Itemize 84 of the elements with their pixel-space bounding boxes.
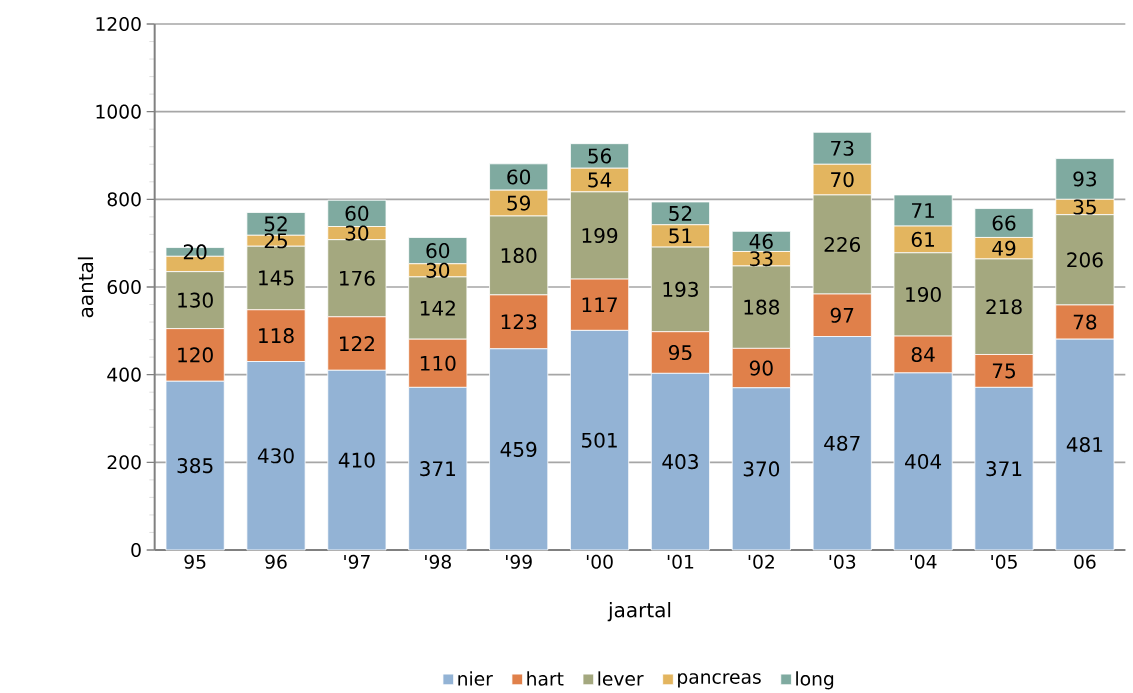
- data-label: 226: [824, 236, 861, 253]
- data-label: 403: [662, 454, 698, 470]
- y-tick-label: 600: [107, 280, 141, 295]
- data-label: 188: [744, 299, 780, 315]
- data-label: 176: [340, 270, 375, 286]
- legend-label: nier: [458, 671, 493, 686]
- data-label: 75: [992, 363, 1015, 379]
- data-label: 73: [831, 140, 854, 156]
- data-label: 78: [1073, 314, 1097, 330]
- data-label: 52: [264, 216, 287, 232]
- data-label: 501: [582, 432, 617, 448]
- data-label: 90: [749, 360, 773, 376]
- x-tick-label: '04: [910, 554, 937, 569]
- data-label: 459: [500, 441, 537, 458]
- data-label: 95: [668, 345, 692, 361]
- data-label: 51: [669, 228, 692, 244]
- data-label: 385: [177, 458, 213, 474]
- data-label: 56: [588, 148, 612, 164]
- x-tick-label: '05: [991, 554, 1017, 569]
- data-label: 46: [749, 233, 773, 250]
- legend-label: lever: [598, 671, 644, 686]
- data-label: 33: [750, 251, 773, 267]
- data-label: 35: [1073, 199, 1096, 215]
- data-label: 61: [911, 231, 934, 248]
- data-label: 190: [906, 286, 941, 303]
- legend-label: long: [796, 671, 834, 690]
- x-axis-title: jaartal: [607, 602, 671, 622]
- data-label: 97: [830, 307, 854, 323]
- x-tick-label: 95: [184, 554, 206, 569]
- data-label: 110: [420, 355, 456, 371]
- y-tick-label: 200: [107, 455, 141, 470]
- y-tick-label: 1000: [96, 104, 141, 119]
- data-label: 49: [992, 240, 1016, 256]
- data-label: 59: [507, 195, 530, 211]
- data-label: 60: [507, 169, 531, 185]
- data-label: 117: [582, 297, 617, 313]
- x-tick-label: 06: [1074, 554, 1096, 569]
- data-label: 199: [582, 228, 618, 244]
- data-label: 487: [824, 435, 860, 451]
- data-label: 193: [663, 281, 698, 298]
- data-label: 84: [911, 347, 935, 363]
- y-tick-label: 400: [107, 367, 141, 382]
- y-tick-label: 800: [107, 192, 141, 207]
- legend-label: hart: [527, 671, 564, 686]
- x-tick-label: '00: [586, 554, 613, 569]
- data-label: 30: [426, 262, 450, 278]
- data-label: 371: [420, 461, 456, 477]
- data-label: 410: [338, 452, 375, 468]
- data-label: 371: [986, 461, 1022, 477]
- y-tick-label: 1200: [96, 17, 141, 32]
- y-axis-title: aantal: [77, 257, 94, 318]
- data-label: 118: [259, 328, 294, 344]
- data-label: 71: [912, 203, 934, 218]
- data-label: 404: [905, 453, 942, 470]
- data-label: 430: [257, 448, 294, 464]
- data-label: 130: [178, 292, 213, 308]
- data-label: 180: [501, 247, 537, 264]
- x-tick-label: '01: [667, 554, 694, 569]
- data-label: 25: [264, 233, 287, 249]
- data-label: 60: [345, 205, 369, 222]
- data-label: 142: [420, 300, 455, 316]
- data-label: 70: [831, 172, 854, 188]
- data-label: 481: [1066, 437, 1103, 453]
- legend-label: pancreas: [678, 673, 761, 688]
- x-tick-label: '02: [748, 554, 774, 569]
- data-label: 370: [743, 461, 780, 477]
- data-label: 145: [259, 270, 294, 286]
- y-tick-label: 0: [131, 543, 141, 558]
- data-label: 93: [1073, 171, 1097, 187]
- x-tick-label: '97: [344, 554, 370, 569]
- x-tick-label: 96: [265, 554, 287, 569]
- data-label: 218: [986, 299, 1022, 315]
- data-label: 54: [588, 172, 612, 188]
- data-label: 52: [669, 205, 692, 222]
- data-label: 122: [340, 336, 374, 352]
- data-label: 120: [178, 347, 213, 363]
- data-label: 206: [1067, 252, 1103, 268]
- data-label: 30: [345, 225, 369, 241]
- x-tick-label: '99: [506, 554, 532, 569]
- x-tick-label: '98: [425, 554, 451, 569]
- x-tick-label: '03: [829, 554, 856, 569]
- data-label: 66: [992, 215, 1016, 231]
- data-label: 60: [426, 243, 450, 259]
- data-label: 123: [501, 314, 537, 330]
